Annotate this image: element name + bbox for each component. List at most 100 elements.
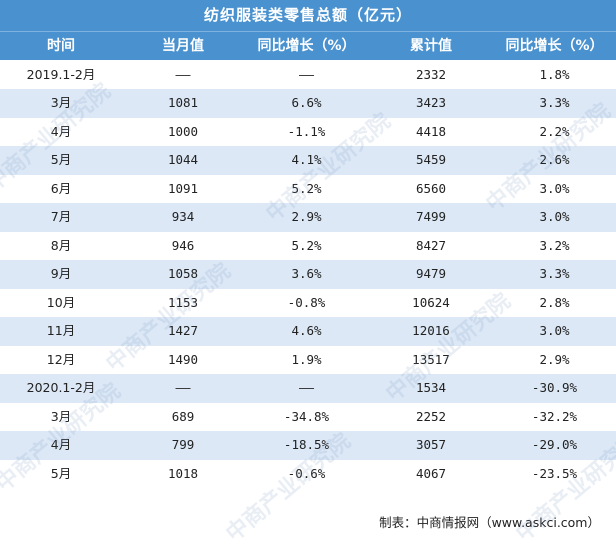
row-monthly-yoy: -1.1% <box>287 123 326 139</box>
header-cumulative-yoy: 同比增长（%） <box>505 38 604 54</box>
table-title: 纺织服装类零售总额（亿元） <box>0 0 616 31</box>
row-cumulative-value: 2332 <box>415 67 447 82</box>
row-cumulative-value: 10624 <box>412 294 450 310</box>
header-cumulative-value: 累计值 <box>410 38 452 54</box>
row-time: 2020.1-2月 <box>26 380 96 395</box>
row-cumulative-yoy: -30.9% <box>531 380 578 395</box>
row-monthly-yoy: 5.2% <box>291 180 322 196</box>
row-monthly-yoy: 5.2% <box>291 237 322 253</box>
table-row: 10月 1153 -0.8% 10624 2.8% <box>0 288 616 317</box>
table-row: 5月 1018 -0.6% 4067 -23.5% <box>0 459 616 488</box>
row-cumulative-yoy: 3.0% <box>539 323 570 338</box>
table-row: 9月 1058 3.6% 9479 3.3% <box>0 260 616 289</box>
row-monthly-yoy: 6.6% <box>291 95 322 110</box>
row-cumulative-value: 13517 <box>412 351 450 367</box>
table-row: 7月 934 2.9% 7499 3.0% <box>0 203 616 232</box>
table-row: 12月 1490 1.9% 13517 2.9% <box>0 345 616 374</box>
table-row: 2020.1-2月 —— —— 1534 -30.9% <box>0 374 616 403</box>
row-cumulative-yoy: 3.3% <box>539 95 570 110</box>
table-body: 2019.1-2月 —— —— 2332 1.8% 3月 1081 6.6% 3423 3.3% 4… <box>0 60 616 488</box>
row-time: 3月 <box>50 95 72 110</box>
row-cumulative-value: 12016 <box>412 323 450 338</box>
row-monthly-value: 1018 <box>167 465 199 481</box>
row-monthly-value: 934 <box>171 209 195 224</box>
row-monthly-value: —— <box>175 67 191 82</box>
row-monthly-value: 1427 <box>167 323 199 338</box>
row-monthly-value: 1058 <box>167 266 199 281</box>
table-row: 8月 946 5.2% 8427 3.2% <box>0 231 616 260</box>
row-monthly-value: 689 <box>171 408 195 424</box>
row-monthly-value: 1153 <box>167 294 199 310</box>
row-time: 4月 <box>50 437 72 452</box>
row-cumulative-yoy: 3.2% <box>539 237 570 253</box>
row-time: 3月 <box>50 408 72 424</box>
header-monthly-value: 当月值 <box>162 38 204 54</box>
row-time: 2019.1-2月 <box>26 67 96 82</box>
row-monthly-yoy: 1.9% <box>291 351 322 367</box>
header-time: 时间 <box>47 38 75 54</box>
row-cumulative-yoy: -23.5% <box>531 465 578 481</box>
row-cumulative-value: 6560 <box>415 180 447 196</box>
table-row: 2019.1-2月 —— —— 2332 1.8% <box>0 60 616 89</box>
row-cumulative-yoy: -32.2% <box>531 408 578 424</box>
row-monthly-yoy: 3.6% <box>291 266 322 281</box>
row-monthly-yoy: —— <box>298 380 315 395</box>
row-cumulative-value: 3423 <box>415 95 447 110</box>
row-cumulative-yoy: 3.3% <box>539 266 570 281</box>
row-cumulative-value: 4067 <box>415 465 447 481</box>
row-time: 7月 <box>50 209 72 224</box>
row-monthly-yoy: 4.6% <box>291 323 322 338</box>
row-cumulative-yoy: 1.8% <box>539 67 570 82</box>
row-monthly-yoy: -0.8% <box>287 294 326 310</box>
row-monthly-value: 1000 <box>167 123 199 139</box>
table-row: 6月 1091 5.2% 6560 3.0% <box>0 174 616 203</box>
row-monthly-yoy: -18.5% <box>283 437 330 452</box>
row-time: 4月 <box>50 123 72 139</box>
row-cumulative-value: 3057 <box>415 437 447 452</box>
row-monthly-value: 1044 <box>167 152 199 167</box>
table-row: 5月 1044 4.1% 5459 2.6% <box>0 146 616 175</box>
table-row: 11月 1427 4.6% 12016 3.0% <box>0 317 616 346</box>
row-cumulative-value: 2252 <box>415 408 447 424</box>
row-monthly-value: 1081 <box>167 95 199 110</box>
row-time: 11月 <box>46 323 76 338</box>
row-monthly-yoy: 2.9% <box>291 209 322 224</box>
row-monthly-yoy: —— <box>298 67 315 82</box>
row-cumulative-value: 7499 <box>415 209 447 224</box>
row-monthly-yoy: -34.8% <box>283 408 330 424</box>
row-cumulative-yoy: 2.2% <box>539 123 570 139</box>
row-monthly-value: 946 <box>171 237 195 253</box>
row-time: 6月 <box>50 180 72 196</box>
row-time: 9月 <box>50 266 72 281</box>
row-monthly-value: —— <box>175 380 191 395</box>
row-time: 8月 <box>50 237 72 253</box>
row-monthly-yoy: -0.6% <box>287 465 326 481</box>
row-cumulative-value: 4418 <box>415 123 447 139</box>
row-monthly-value: 1091 <box>167 180 199 196</box>
row-cumulative-yoy: 3.0% <box>539 209 570 224</box>
row-time: 5月 <box>50 152 72 167</box>
row-monthly-value: 799 <box>171 437 195 452</box>
row-cumulative-yoy: 2.9% <box>539 351 570 367</box>
header-monthly-yoy: 同比增长（%） <box>257 38 356 54</box>
row-time: 10月 <box>46 294 76 310</box>
row-cumulative-yoy: 2.8% <box>539 294 570 310</box>
row-cumulative-value: 1534 <box>415 380 447 395</box>
source-note: 制表：中商情报网（www.askci.com） <box>0 508 616 537</box>
row-time: 12月 <box>46 351 76 367</box>
row-cumulative-value: 9479 <box>415 266 447 281</box>
row-cumulative-yoy: -29.0% <box>531 437 578 452</box>
row-time: 5月 <box>50 465 72 481</box>
table-header-row: 时间 当月值 同比增长（%） 累计值 同比增长（%） <box>0 31 616 61</box>
table-row: 4月 1000 -1.1% 4418 2.2% <box>0 117 616 146</box>
row-cumulative-value: 5459 <box>415 152 447 167</box>
table-row: 4月 799 -18.5% 3057 -29.0% <box>0 431 616 460</box>
table-row: 3月 689 -34.8% 2252 -32.2% <box>0 402 616 431</box>
row-cumulative-yoy: 2.6% <box>539 152 570 167</box>
row-cumulative-yoy: 3.0% <box>539 180 570 196</box>
source-text: 制表：中商情报网（www.askci.com） <box>379 515 600 530</box>
row-monthly-yoy: 4.1% <box>291 152 322 167</box>
row-cumulative-value: 8427 <box>415 237 447 253</box>
table-row: 3月 1081 6.6% 3423 3.3% <box>0 89 616 118</box>
